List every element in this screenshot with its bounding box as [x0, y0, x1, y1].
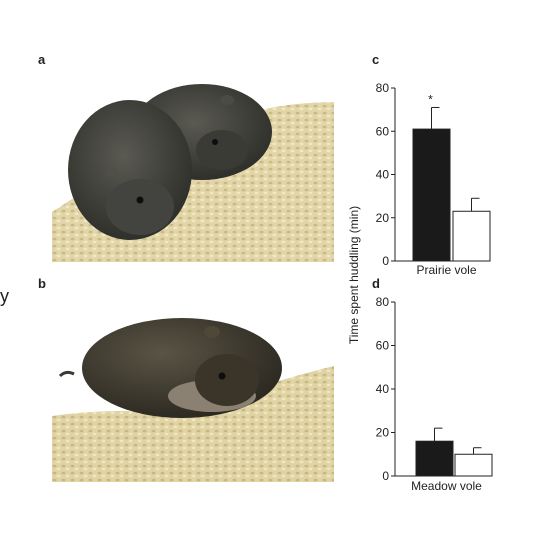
y-tick-label: 60 — [376, 124, 390, 138]
y-tick-label: 80 — [376, 81, 390, 95]
y-tick-label: 20 — [376, 426, 390, 440]
y-axis-label: Time spent huddling (min) — [347, 206, 361, 344]
y-tick-label: 0 — [382, 469, 389, 483]
stray-character: y — [0, 286, 9, 306]
photo-meadow-vole — [52, 318, 334, 482]
panel-label-b: b — [38, 276, 46, 291]
x-axis-label: Prairie vole — [416, 263, 476, 277]
y-tick-label: 80 — [376, 295, 390, 309]
y-tick-label: 40 — [376, 168, 390, 182]
x-axis-label: Meadow vole — [411, 479, 482, 493]
photo-prairie-voles — [52, 84, 334, 262]
significance-mark: * — [428, 92, 433, 106]
y-tick-label: 40 — [376, 382, 390, 396]
panel-label-c: c — [372, 52, 380, 67]
bar — [415, 440, 454, 477]
y-tick-label: 0 — [382, 254, 389, 268]
bar — [452, 210, 491, 262]
y-tick-label: 60 — [376, 339, 390, 353]
bar — [412, 128, 451, 262]
y-tick-label: 20 — [376, 211, 390, 225]
panel-label-a: a — [38, 52, 46, 67]
bar — [454, 453, 493, 477]
chart-meadow-vole: 0 20 40 60 80 Meadow vole — [376, 295, 493, 493]
chart-prairie-vole: 0 20 40 60 80 * Prairie vole — [376, 81, 491, 277]
panel-label-d: d — [372, 276, 380, 291]
